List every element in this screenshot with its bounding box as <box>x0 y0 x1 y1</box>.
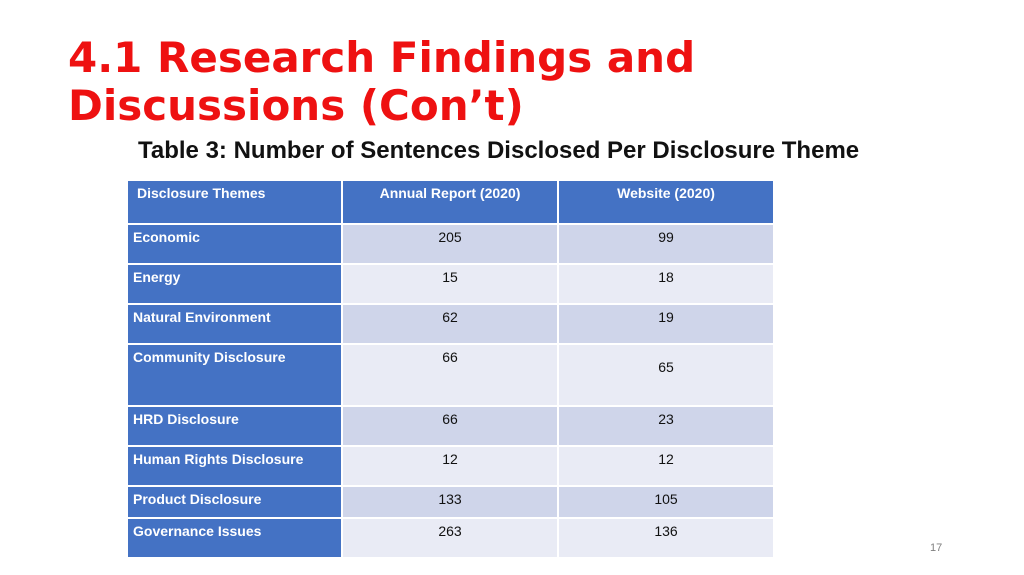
theme-cell: Natural Environment <box>126 303 343 345</box>
table-row: Natural Environment 62 19 <box>126 303 775 345</box>
website-cell: 12 <box>557 445 775 487</box>
website-cell: 23 <box>557 405 775 447</box>
slide-title-line-2: Discussions (Con’t) <box>68 81 524 130</box>
annual-report-cell: 12 <box>341 445 559 487</box>
annual-report-cell: 66 <box>341 343 559 407</box>
theme-cell: Community Disclosure <box>126 343 343 407</box>
annual-report-cell: 15 <box>341 263 559 305</box>
annual-report-cell: 62 <box>341 303 559 345</box>
slide-title-line-1: 4.1 Research Findings and <box>68 33 696 82</box>
website-cell: 105 <box>557 485 775 519</box>
table-row: Community Disclosure 66 65 <box>126 343 775 407</box>
table-row: HRD Disclosure 66 23 <box>126 405 775 447</box>
page-number: 17 <box>930 542 943 554</box>
website-cell: 65 <box>557 343 775 407</box>
theme-cell: Product Disclosure <box>126 485 343 519</box>
slide-title: 4.1 Research Findings and Discussions (C… <box>68 34 828 130</box>
theme-cell: Governance Issues <box>126 517 343 559</box>
annual-report-cell: 133 <box>341 485 559 519</box>
theme-cell: Human Rights Disclosure <box>126 445 343 487</box>
table-row: Governance Issues 263 136 <box>126 517 775 559</box>
header-annual-report: Annual Report (2020) <box>341 179 559 225</box>
table-row: Energy 15 18 <box>126 263 775 305</box>
annual-report-cell: 205 <box>341 223 559 265</box>
website-cell: 19 <box>557 303 775 345</box>
header-website: Website (2020) <box>557 179 775 225</box>
annual-report-cell: 263 <box>341 517 559 559</box>
annual-report-cell: 66 <box>341 405 559 447</box>
table-caption: Table 3: Number of Sentences Disclosed P… <box>138 137 860 164</box>
table-row: Product Disclosure 133 105 <box>126 485 775 519</box>
table-row: Economic 205 99 <box>126 223 775 265</box>
table-row: Human Rights Disclosure 12 12 <box>126 445 775 487</box>
theme-cell: HRD Disclosure <box>126 405 343 447</box>
website-cell: 136 <box>557 517 775 559</box>
header-disclosure-themes: Disclosure Themes <box>126 179 343 225</box>
website-cell: 99 <box>557 223 775 265</box>
theme-cell: Energy <box>126 263 343 305</box>
theme-cell: Economic <box>126 223 343 265</box>
website-cell: 18 <box>557 263 775 305</box>
table-header-row: Disclosure Themes Annual Report (2020) W… <box>126 179 775 225</box>
disclosure-table: Disclosure Themes Annual Report (2020) W… <box>126 179 775 559</box>
